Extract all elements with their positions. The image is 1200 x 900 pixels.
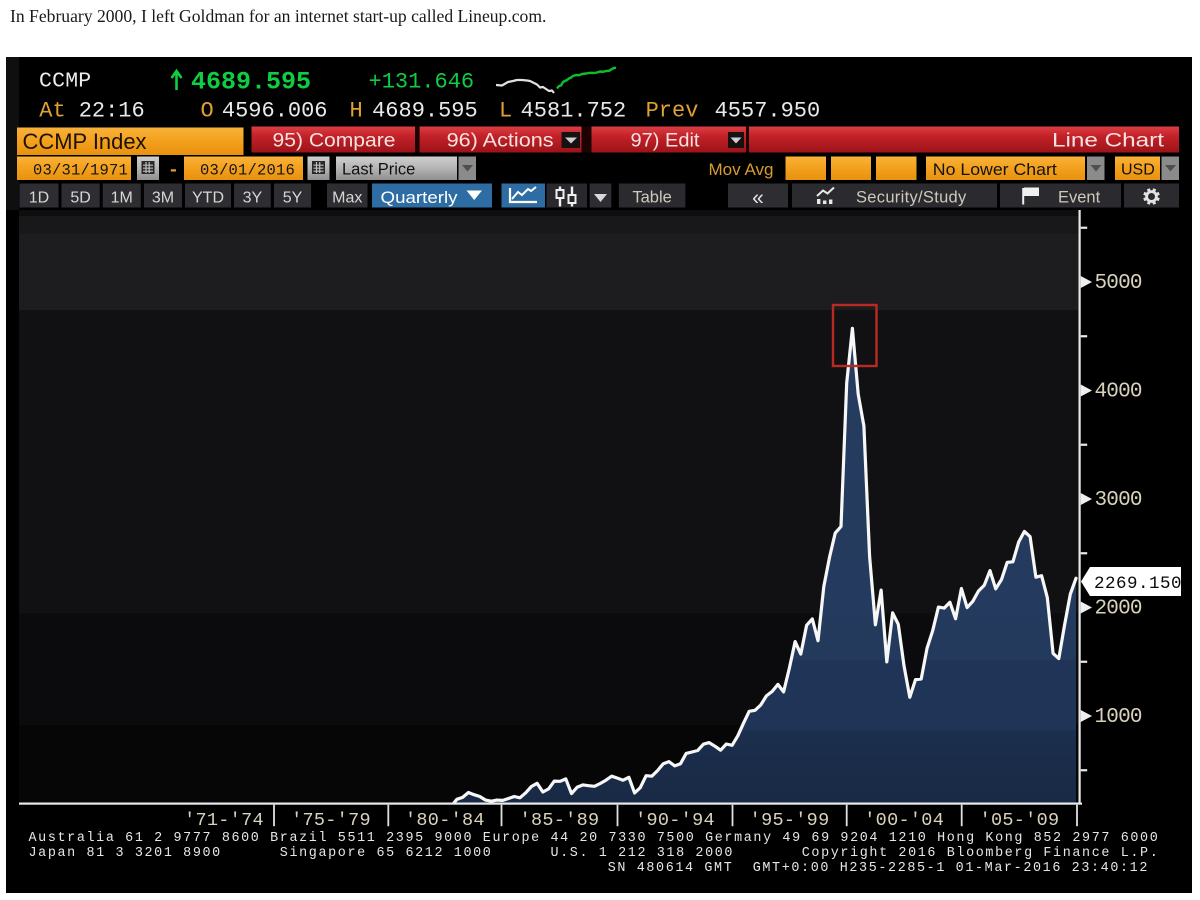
svg-text:USD: USD (1121, 162, 1155, 179)
svg-text:3Y: 3Y (243, 190, 263, 207)
svg-text:'75-'79: '75-'79 (291, 810, 371, 831)
svg-text:'90-'94: '90-'94 (635, 810, 715, 831)
svg-text:+131.646: +131.646 (369, 70, 475, 95)
svg-text:CCMP: CCMP (39, 70, 91, 94)
svg-text:SN 480614 GMT GMT+0:00 H235-2: SN 480614 GMT GMT+0:00 H235-2285-1 01-Ma… (608, 861, 1149, 876)
svg-text:4689.595: 4689.595 (191, 68, 311, 97)
svg-text:Table: Table (632, 189, 671, 207)
svg-text:22:16: 22:16 (79, 99, 145, 124)
svg-text:Last Price: Last Price (342, 161, 415, 179)
svg-text:03/01/2016: 03/01/2016 (200, 162, 295, 180)
svg-text:4581.752: 4581.752 (521, 99, 627, 124)
svg-text:'00-'04: '00-'04 (864, 810, 944, 831)
svg-text:97) Edit: 97) Edit (631, 131, 701, 152)
svg-text:5000: 5000 (1095, 272, 1142, 295)
svg-text:4000: 4000 (1095, 381, 1142, 404)
svg-text:«: « (752, 187, 764, 210)
svg-text:3000: 3000 (1095, 489, 1142, 512)
svg-text:O: O (201, 99, 214, 124)
svg-text:1M: 1M (111, 190, 133, 207)
svg-text:Quarterly: Quarterly (381, 189, 459, 207)
svg-text:96) Actions: 96) Actions (447, 131, 554, 152)
svg-text:Japan 81 3 3201 8900 Sing: Japan 81 3 3201 8900 Singapore 65 6212 1… (29, 846, 1160, 861)
svg-text:95) Compare: 95) Compare (273, 131, 396, 152)
svg-text:H: H (350, 99, 363, 124)
svg-text:4689.595: 4689.595 (372, 99, 478, 124)
svg-text:4596.006: 4596.006 (222, 99, 328, 124)
svg-text:No Lower Chart: No Lower Chart (933, 160, 1057, 179)
svg-text:1000: 1000 (1095, 706, 1142, 729)
svg-text:Max: Max (332, 190, 362, 207)
svg-text:2000: 2000 (1095, 598, 1142, 621)
svg-text:Prev: Prev (646, 99, 699, 124)
svg-text:3M: 3M (152, 190, 174, 207)
svg-text:5Y: 5Y (283, 190, 303, 207)
svg-text:Security/Study: Security/Study (856, 189, 967, 207)
svg-text:L: L (499, 99, 512, 124)
svg-text:At: At (39, 99, 65, 124)
svg-text:'05-'09: '05-'09 (980, 810, 1060, 831)
svg-text:Australia 61 2 9777 8600 Brazi: Australia 61 2 9777 8600 Brazil 5511 239… (29, 831, 1160, 846)
svg-text:YTD: YTD (192, 190, 224, 207)
svg-text:03/31/1971: 03/31/1971 (33, 162, 128, 180)
svg-text:Mov Avg: Mov Avg (709, 160, 774, 179)
svg-text:1D: 1D (29, 190, 49, 207)
svg-text:CCMP Index: CCMP Index (23, 129, 147, 154)
svg-text:5D: 5D (70, 190, 90, 207)
svg-text:Line Chart: Line Chart (1052, 131, 1165, 152)
svg-text:'95-'99: '95-'99 (750, 810, 830, 831)
svg-text:-: - (168, 161, 179, 181)
svg-text:Event: Event (1058, 189, 1101, 207)
svg-text:'80-'84: '80-'84 (405, 810, 485, 831)
svg-text:'71-'74: '71-'74 (184, 810, 264, 831)
svg-text:4557.950: 4557.950 (715, 99, 821, 124)
svg-text:'85-'89: '85-'89 (520, 810, 600, 831)
svg-text:2269.150: 2269.150 (1094, 574, 1182, 594)
